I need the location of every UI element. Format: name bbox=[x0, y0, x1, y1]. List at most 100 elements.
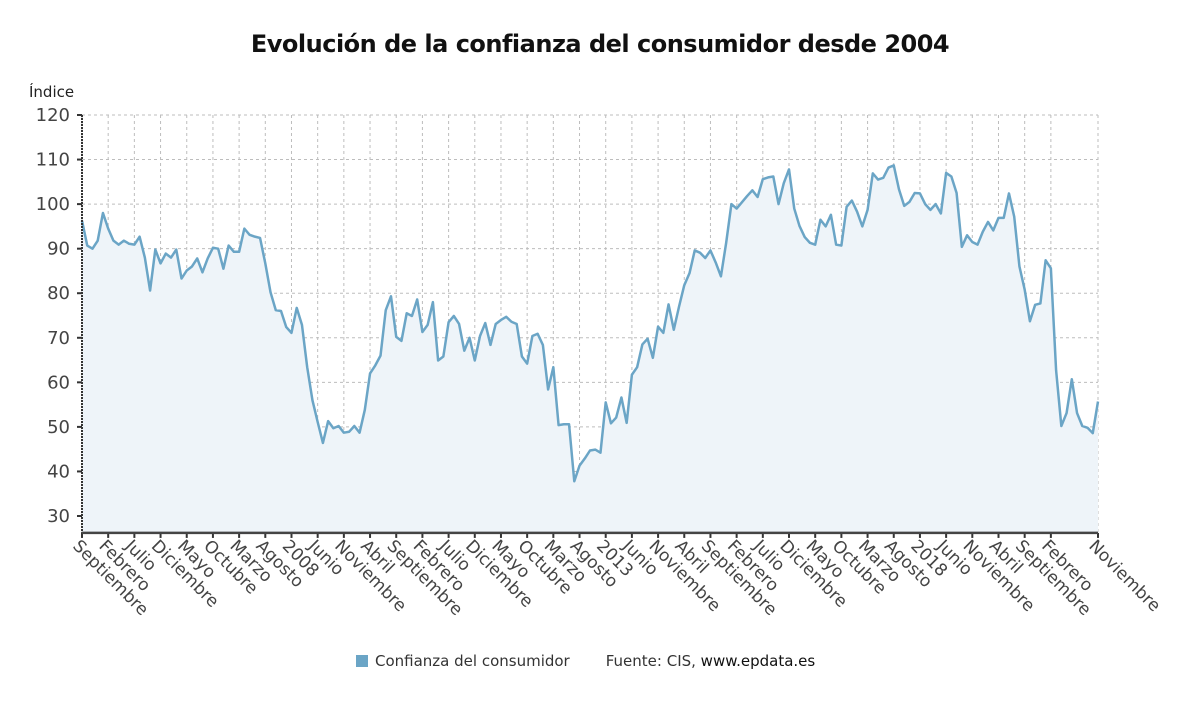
data-point bbox=[839, 244, 843, 248]
data-point bbox=[860, 224, 864, 228]
data-point bbox=[991, 228, 995, 232]
data-point bbox=[180, 277, 184, 281]
data-point bbox=[211, 246, 215, 250]
data-point bbox=[431, 300, 435, 304]
data-point bbox=[111, 239, 115, 243]
data-point bbox=[813, 243, 817, 247]
data-point bbox=[682, 283, 686, 287]
data-point bbox=[405, 311, 409, 315]
data-point bbox=[740, 200, 744, 204]
data-point bbox=[1091, 431, 1095, 435]
data-point bbox=[981, 230, 985, 234]
data-point bbox=[127, 242, 131, 246]
legend-series-label[interactable]: Confianza del consumidor bbox=[375, 652, 570, 670]
y-tick-label: 60 bbox=[47, 372, 70, 393]
data-point bbox=[934, 202, 938, 206]
source-prefix: Fuente: CIS, bbox=[605, 652, 701, 670]
data-point bbox=[96, 239, 100, 243]
data-point bbox=[426, 323, 430, 327]
data-point bbox=[887, 166, 891, 170]
data-point bbox=[436, 359, 440, 363]
data-point bbox=[279, 309, 283, 313]
data-point bbox=[604, 400, 608, 404]
data-point bbox=[452, 314, 456, 318]
data-point bbox=[117, 243, 121, 247]
data-point bbox=[415, 297, 419, 301]
data-point bbox=[1096, 399, 1100, 403]
data-point bbox=[1023, 288, 1027, 292]
data-point bbox=[818, 218, 822, 222]
data-point bbox=[609, 421, 613, 425]
data-point bbox=[965, 233, 969, 237]
data-point bbox=[232, 250, 236, 254]
data-point bbox=[530, 334, 534, 338]
data-point bbox=[206, 256, 210, 260]
y-tick-label: 120 bbox=[36, 105, 70, 126]
data-point bbox=[331, 426, 335, 430]
data-point bbox=[300, 323, 304, 327]
data-point bbox=[1002, 216, 1006, 220]
data-point bbox=[410, 314, 414, 318]
data-point bbox=[274, 308, 278, 312]
data-point bbox=[106, 227, 110, 231]
data-point bbox=[640, 342, 644, 346]
data-point bbox=[557, 423, 561, 427]
y-tick-label: 100 bbox=[36, 194, 70, 215]
data-point bbox=[1054, 368, 1058, 372]
data-point bbox=[520, 354, 524, 358]
data-point bbox=[588, 449, 592, 453]
data-point bbox=[504, 315, 508, 319]
data-point bbox=[153, 248, 157, 252]
y-tick-label: 70 bbox=[47, 328, 70, 349]
data-point bbox=[672, 328, 676, 332]
legend-swatch bbox=[356, 655, 368, 667]
data-point bbox=[771, 174, 775, 178]
data-point bbox=[1012, 215, 1016, 219]
data-point bbox=[693, 248, 697, 252]
data-point bbox=[897, 187, 901, 191]
data-point bbox=[724, 241, 728, 245]
data-point bbox=[729, 202, 733, 206]
data-point bbox=[829, 213, 833, 217]
data-point bbox=[269, 290, 273, 294]
data-point bbox=[855, 210, 859, 214]
data-point bbox=[719, 274, 723, 278]
series-line bbox=[80, 164, 1100, 483]
data-point bbox=[494, 322, 498, 326]
data-point bbox=[944, 171, 948, 175]
data-point bbox=[143, 256, 147, 260]
data-point bbox=[462, 349, 466, 353]
data-point bbox=[342, 431, 346, 435]
data-point bbox=[845, 205, 849, 209]
data-point bbox=[546, 387, 550, 391]
data-point bbox=[619, 395, 623, 399]
y-tick-label: 30 bbox=[47, 506, 70, 527]
data-point bbox=[970, 240, 974, 244]
data-point bbox=[834, 243, 838, 247]
data-point bbox=[1028, 319, 1032, 323]
data-point bbox=[677, 305, 681, 309]
data-point bbox=[881, 176, 885, 180]
y-tick-label: 110 bbox=[36, 150, 70, 171]
y-tick-label: 50 bbox=[47, 417, 70, 438]
data-point bbox=[928, 208, 932, 212]
data-point bbox=[447, 320, 451, 324]
data-point bbox=[572, 479, 576, 483]
data-point bbox=[996, 216, 1000, 220]
data-point bbox=[703, 256, 707, 260]
data-point bbox=[468, 336, 472, 340]
data-point bbox=[1086, 426, 1090, 430]
data-point bbox=[379, 354, 383, 358]
data-point bbox=[310, 398, 314, 402]
data-point bbox=[159, 261, 163, 265]
data-point bbox=[473, 359, 477, 363]
data-point bbox=[625, 421, 629, 425]
data-point bbox=[368, 371, 372, 375]
data-point bbox=[541, 343, 545, 347]
data-point bbox=[420, 330, 424, 334]
data-point bbox=[955, 191, 959, 195]
data-point bbox=[216, 247, 220, 251]
data-point bbox=[384, 308, 388, 312]
data-point bbox=[598, 451, 602, 455]
y-tick-label: 90 bbox=[47, 239, 70, 260]
